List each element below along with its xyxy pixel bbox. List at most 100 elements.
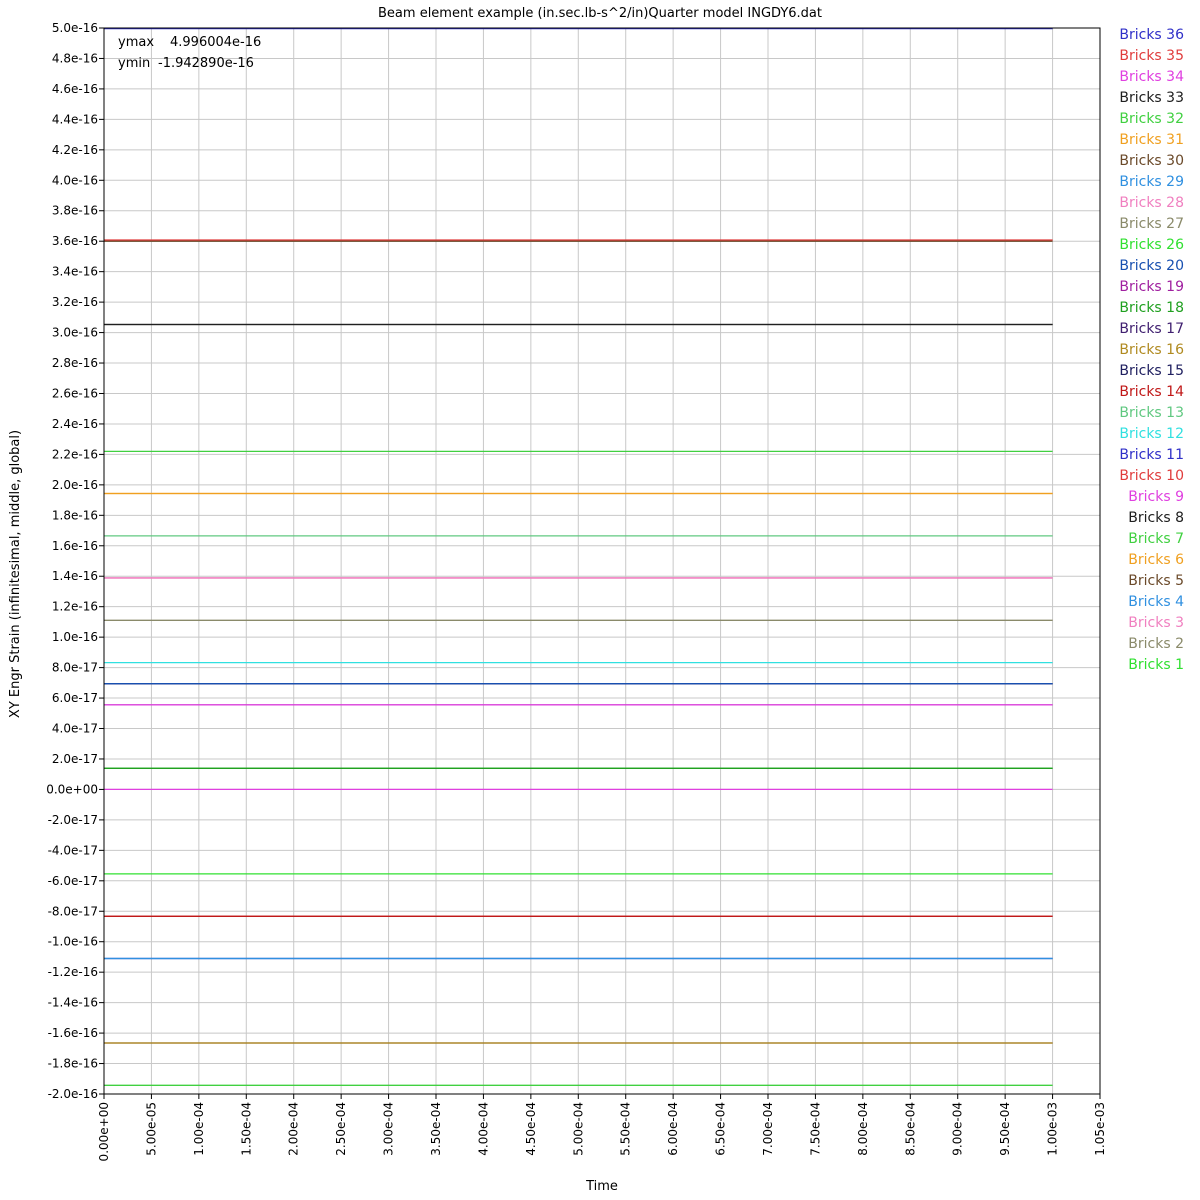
x-tick-label: 6.00e-04 — [666, 1102, 680, 1156]
ymax-value: 4.996004e-16 — [170, 35, 261, 50]
series-lines — [104, 27, 1053, 1086]
y-tick-label: 3.2e-16 — [52, 295, 98, 309]
legend-item-bricks-8: Bricks 8 — [1128, 510, 1184, 526]
legend-item-bricks-28: Bricks 28 — [1119, 195, 1184, 211]
x-tick-label: 0.00e+00 — [97, 1102, 111, 1161]
y-tick-label: 5.0e-16 — [52, 21, 98, 35]
legend-item-bricks-20: Bricks 20 — [1119, 258, 1184, 274]
legend-item-bricks-1: Bricks 1 — [1128, 657, 1184, 673]
y-tick-label: 1.6e-16 — [52, 539, 98, 553]
y-tick-label: 3.8e-16 — [52, 204, 98, 218]
y-tick-label: 0.0e+00 — [46, 782, 98, 796]
ymax-annotation: ymax 4.996004e-16 — [118, 35, 261, 50]
legend-item-bricks-16: Bricks 16 — [1119, 342, 1184, 358]
y-tick-label: 2.0e-17 — [52, 752, 98, 766]
y-tick-label: -2.0e-16 — [48, 1087, 98, 1101]
x-tick-label: 1.00e-03 — [1046, 1102, 1060, 1156]
y-tick-label: 4.8e-16 — [52, 51, 98, 65]
x-axis: 0.00e+00 5.00e-05 1.00e-04 1.50e-04 2.00e-04… — [97, 1094, 1107, 1161]
y-tick-label: -4.0e-17 — [48, 843, 98, 857]
y-tick-label: 2.0e-16 — [52, 478, 98, 492]
legend-item-bricks-34: Bricks 34 — [1119, 69, 1184, 85]
y-tick-label: 2.4e-16 — [52, 417, 98, 431]
y-tick-label: 2.2e-16 — [52, 447, 98, 461]
x-tick-label: 6.50e-04 — [714, 1102, 728, 1156]
legend-item-bricks-19: Bricks 19 — [1119, 279, 1184, 295]
legend-item-bricks-2: Bricks 2 — [1128, 636, 1184, 652]
legend-item-bricks-3: Bricks 3 — [1128, 615, 1184, 631]
plot-frame — [103, 27, 1101, 1095]
y-axis: 5.0e-16 4.8e-16 4.6e-16 4.4e-16 4.2e-16 4.0e-… — [46, 21, 104, 1101]
y-tick-label: 3.0e-16 — [52, 326, 98, 340]
legend-item-bricks-30: Bricks 30 — [1119, 153, 1184, 169]
y-tick-label: -2.0e-17 — [48, 813, 98, 827]
y-tick-label: 4.2e-16 — [52, 143, 98, 157]
x-tick-label: 7.00e-04 — [761, 1102, 775, 1156]
x-tick-label: 4.50e-04 — [524, 1102, 538, 1156]
legend-item-bricks-4: Bricks 4 — [1128, 594, 1184, 610]
y-tick-label: 4.0e-17 — [52, 722, 98, 736]
y-tick-label: 1.2e-16 — [52, 600, 98, 614]
legend-item-bricks-6: Bricks 6 — [1128, 552, 1184, 568]
y-tick-label: 8.0e-17 — [52, 661, 98, 675]
y-tick-label: -1.4e-16 — [48, 996, 98, 1010]
legend-item-bricks-9: Bricks 9 — [1128, 489, 1184, 505]
x-tick-label: 5.00e-05 — [144, 1102, 158, 1156]
legend-item-bricks-35: Bricks 35 — [1119, 48, 1184, 64]
legend-item-bricks-12: Bricks 12 — [1119, 426, 1184, 442]
x-tick-label: 1.00e-04 — [192, 1102, 206, 1156]
legend-item-bricks-33: Bricks 33 — [1119, 90, 1184, 106]
ymin-value: -1.942890e-16 — [158, 56, 254, 71]
y-tick-label: 2.6e-16 — [52, 386, 98, 400]
legend-item-bricks-17: Bricks 17 — [1119, 321, 1184, 337]
legend-item-bricks-15: Bricks 15 — [1119, 363, 1184, 379]
y-tick-label: 6.0e-17 — [52, 691, 98, 705]
y-tick-label: 3.6e-16 — [52, 234, 98, 248]
legend-item-bricks-5: Bricks 5 — [1128, 573, 1184, 589]
y-tick-label: -8.0e-17 — [48, 904, 98, 918]
x-tick-label: 7.50e-04 — [808, 1102, 822, 1156]
legend-item-bricks-36: Bricks 36 — [1119, 27, 1184, 43]
legend-item-bricks-13: Bricks 13 — [1119, 405, 1184, 421]
x-tick-label: 9.00e-04 — [951, 1102, 965, 1156]
x-tick-label: 9.50e-04 — [998, 1102, 1012, 1156]
legend-item-bricks-32: Bricks 32 — [1119, 111, 1184, 127]
y-axis-label: XY Engr Strain (infinitesimal, middle, g… — [8, 430, 23, 718]
y-tick-label: -6.0e-17 — [48, 874, 98, 888]
legend-item-bricks-18: Bricks 18 — [1119, 300, 1184, 316]
y-tick-label: 4.4e-16 — [52, 112, 98, 126]
x-tick-label: 8.50e-04 — [903, 1102, 917, 1156]
x-tick-label: 3.00e-04 — [382, 1102, 396, 1156]
x-tick-label: 2.50e-04 — [334, 1102, 348, 1156]
y-tick-label: 4.0e-16 — [52, 173, 98, 187]
legend-item-bricks-7: Bricks 7 — [1128, 531, 1184, 547]
x-tick-label: 4.00e-04 — [476, 1102, 490, 1156]
ymax-label: ymax — [118, 35, 154, 50]
y-tick-label: 2.8e-16 — [52, 356, 98, 370]
y-tick-label: 1.4e-16 — [52, 569, 98, 583]
y-tick-label: 4.6e-16 — [52, 82, 98, 96]
x-tick-label: 3.50e-04 — [429, 1102, 443, 1156]
legend: Bricks 36 Bricks 35 Bricks 34 Bricks 33 Bric… — [1119, 27, 1184, 673]
ymin-label: ymin — [118, 56, 150, 71]
x-tick-label: 2.00e-04 — [287, 1102, 301, 1156]
chart-title: Beam element example (in.sec.lb-s^2/in)Q… — [378, 6, 822, 21]
legend-item-bricks-11: Bricks 11 — [1119, 447, 1184, 463]
ymin-annotation: ymin -1.942890e-16 — [118, 56, 254, 71]
y-tick-label: 1.8e-16 — [52, 508, 98, 522]
x-tick-label: 5.00e-04 — [571, 1102, 585, 1156]
y-tick-label: 3.4e-16 — [52, 265, 98, 279]
y-tick-label: 1.0e-16 — [52, 630, 98, 644]
y-tick-label: -1.8e-16 — [48, 1057, 98, 1071]
y-tick-label: -1.6e-16 — [48, 1026, 98, 1040]
y-tick-label: -1.0e-16 — [48, 935, 98, 949]
x-tick-label: 1.05e-03 — [1093, 1102, 1107, 1156]
x-tick-label: 8.00e-04 — [856, 1102, 870, 1156]
x-tick-label: 5.50e-04 — [619, 1102, 633, 1156]
legend-item-bricks-10: Bricks 10 — [1119, 468, 1184, 484]
legend-item-bricks-27: Bricks 27 — [1119, 216, 1184, 232]
legend-item-bricks-29: Bricks 29 — [1119, 174, 1184, 190]
y-tick-label: -1.2e-16 — [48, 965, 98, 979]
